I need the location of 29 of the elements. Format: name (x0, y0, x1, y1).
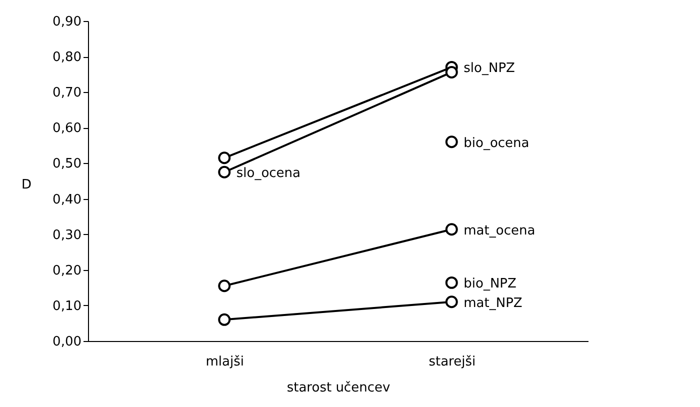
series-label: bio_NPZ (464, 276, 517, 292)
point (445, 223, 458, 236)
x-axis-title: starost učencev (286, 380, 390, 396)
y-axis-title: D (21, 178, 32, 192)
series-label: bio_ocena (464, 136, 530, 151)
y-tick-label: 0,60 (52, 121, 82, 136)
y-tick-label: 0,80 (52, 50, 82, 66)
point (218, 152, 231, 164)
x-tick-label: starejši (428, 354, 476, 370)
series-label: mat_NPZ (464, 296, 522, 311)
point (445, 276, 458, 289)
series-label: mat_ocena (464, 223, 536, 238)
point (445, 136, 458, 148)
point (218, 166, 231, 178)
series-label: slo_ocena (236, 166, 301, 182)
y-tick-label: 0,70 (52, 86, 82, 101)
x-tick-label: mlajši (206, 354, 244, 370)
y-tick-label: 0,90 (52, 14, 82, 30)
y-tick-label: 0,30 (52, 228, 82, 243)
y-tick-label: 0,50 (52, 156, 82, 172)
point (218, 313, 231, 326)
y-tick-label: 0,40 (52, 192, 82, 208)
series-label: slo_NPZ (464, 61, 516, 76)
y-tick-label: 0,00 (52, 334, 82, 350)
point (445, 296, 458, 308)
y-tick-label: 0,20 (52, 263, 82, 278)
point (445, 66, 458, 78)
point (218, 280, 231, 292)
y-tick-label: 0,10 (52, 298, 82, 314)
